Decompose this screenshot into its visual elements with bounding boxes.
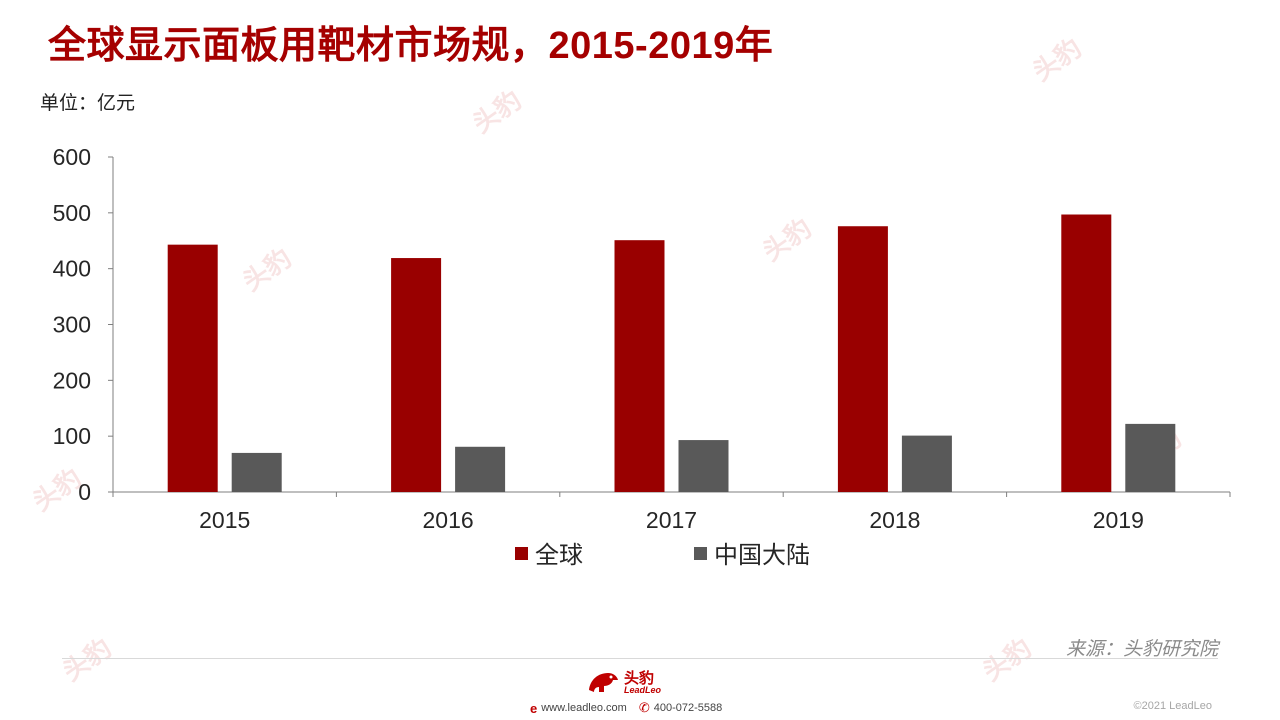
leopard-icon bbox=[589, 673, 618, 692]
bar-global bbox=[167, 244, 218, 492]
phone-number: 400-072-5588 bbox=[653, 702, 723, 714]
footer-contact: e www.leadleo.com ✆ 400-072-5588 bbox=[530, 700, 722, 716]
footer-divider bbox=[62, 658, 1218, 659]
logo-en: LeadLeo bbox=[624, 685, 662, 695]
leadleo-logo: 头豹 LeadLeo bbox=[586, 666, 661, 700]
copyright: ©2021 LeadLeo bbox=[1133, 700, 1212, 712]
x-tick-label: 2015 bbox=[199, 507, 250, 533]
x-tick-label: 2019 bbox=[1093, 507, 1144, 533]
y-tick-label: 0 bbox=[78, 479, 91, 505]
page-title: 全球显示面板用靶材市场规，2015-2019年 bbox=[48, 25, 774, 67]
phone-icon: ✆ bbox=[638, 700, 650, 715]
logo-cn: 头豹 bbox=[624, 670, 655, 687]
bar-global bbox=[391, 258, 442, 492]
legend-label-china: 中国大陆 bbox=[714, 542, 810, 569]
unit-label: 单位：亿元 bbox=[40, 93, 136, 114]
x-tick-label: 2018 bbox=[869, 507, 920, 533]
bar-global bbox=[837, 226, 888, 492]
x-tick-label: 2016 bbox=[423, 507, 474, 533]
source-note: 来源：头豹研究院 bbox=[1065, 639, 1218, 660]
x-tick-label: 2017 bbox=[646, 507, 697, 533]
legend: 全球 中国大陆 bbox=[515, 542, 810, 569]
legend-label-global: 全球 bbox=[535, 542, 583, 569]
bar-china bbox=[231, 452, 282, 492]
bar-global bbox=[1061, 214, 1112, 492]
legend-swatch bbox=[694, 547, 707, 560]
bar-chart: 0 100 200 300 400 500 600 2015 2016 2017 2018 2019… bbox=[53, 144, 1231, 569]
y-tick-label: 500 bbox=[53, 200, 91, 226]
bar-china bbox=[901, 435, 952, 492]
y-axis: 0 100 200 300 400 500 600 bbox=[53, 144, 114, 505]
bar-china bbox=[678, 440, 729, 492]
y-tick-label: 200 bbox=[53, 367, 91, 393]
y-tick-label: 600 bbox=[53, 144, 91, 170]
legend-swatch bbox=[515, 547, 528, 560]
y-tick-label: 400 bbox=[53, 256, 91, 282]
y-tick-label: 300 bbox=[53, 312, 91, 338]
website-link[interactable]: www.leadleo.com bbox=[541, 702, 627, 714]
x-axis: 2015 2016 2017 2018 2019 bbox=[112, 491, 1231, 533]
bar-china bbox=[455, 446, 506, 492]
y-tick-label: 100 bbox=[53, 423, 91, 449]
logo-text: 头豹 LeadLeo bbox=[624, 671, 661, 695]
bar-china bbox=[1125, 423, 1176, 492]
e-icon: e bbox=[530, 700, 538, 716]
bars bbox=[167, 214, 1176, 492]
bar-global bbox=[614, 240, 665, 492]
